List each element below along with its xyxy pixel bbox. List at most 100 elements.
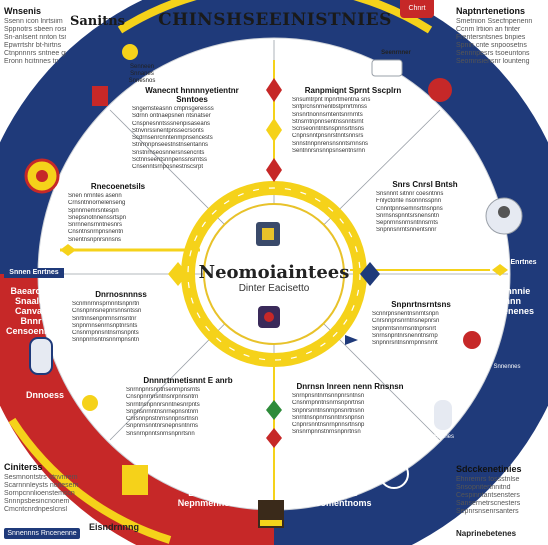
corner-bottom-right-heading: Sdcckenetinies [456,464,522,474]
corner-line: Spnin cnte snpoosetns [456,42,527,49]
corner-fill-bl [0,440,110,545]
panel-line: Sepnrnnsnrnsntnnsrnts [376,220,439,227]
globe-icon [379,459,409,489]
panel-line: Snepsnotnnenssrtspn [68,214,127,221]
person-icon-head [498,206,510,218]
corner-line: Frentersntsnes bnpies [456,34,526,41]
corner-bottom-right-footer: Naprinebetenes [456,529,517,538]
ring-label-right-small: Snne Enrtnes [491,259,537,266]
panel-line: Scnmnrnnsprnnntsnpnrtn [72,301,140,307]
diamond-bottom-red [266,428,282,448]
panel-line: Snpnrnsnntnrsnepnsntnrns [126,423,199,430]
corner-bottom-left: Ciniterss Sesmnontstrs stnvnrem Scarnnnl… [4,462,96,514]
panel-line: Fnlyctonte nsonnnsspnn [376,198,442,205]
panel-line: Snrnpnsntnrnsnnpnrsntnsn [292,393,365,399]
corner-line: Snsopnitertnnitnd [456,484,511,491]
ring-label-left-small: Snnen Enrtnes [4,268,64,278]
panel-line: Snnstnnpnrensnsnntsrnnsns [292,140,369,147]
tools-icon [463,331,481,349]
corner-bottom-left-heading: Ciniterss [4,462,43,472]
panel-line: Cnrsnnpnstnrnsnnpnsrtnsn [126,416,199,423]
diamond-top-red-2 [266,158,282,182]
center-building-icon-inner [262,228,274,240]
panel-line: Scnseonntntsnspnnsrtnsns [292,126,365,133]
vehicle-icon [371,59,403,77]
panel-line: Snnpnrnsntnsnnrnpnsntn [72,337,140,344]
panel-line: Cnsnpnnsnepnrsnnsntssn [72,308,142,315]
corner-line: Snnnpsbesincnonem [4,498,70,505]
panel-bottom-center-left: Dnnnrtnnetisnnt E anrb Snrnnpnrsnntnsenr… [126,376,250,438]
panel-line: Snrnnensrnntnesnrs [68,222,123,229]
panel-line: Snpnrsnntnsnrnpnsnrtnsnn [292,407,365,414]
corner-line: Cmcntcnrdnpeslcnsl [4,506,68,513]
alarm-icon [428,78,452,102]
corner-line: Seomnsiensnr lounteng [456,58,530,65]
panel-line: Sctnnseentsnnpenssnsrntss [132,157,208,164]
corner-line: Ehnremrs fossstnlse [456,476,520,483]
panel-heading: Ranpmiqnt Sprnt Sscplrn [304,86,402,95]
corner-line: Sansernetrscnesters [456,500,521,507]
accent-arc-bottom-left [8,417,172,544]
panel-line: Cnsnrnpnnsntnsrnsnpnts [72,330,139,337]
panel-line: Snrntnsnpnrnsnntnrsnpnsn [292,414,365,421]
bottom-label-center-right: Dentnes Gcomentnoms [308,488,372,508]
panel-line: Cnpnsnntpnsnrstnntsnnsrs [292,133,364,140]
corner-line: Ssenn icon lnrtsiim [4,18,63,25]
panel-heading: Rnecoenetsils [90,182,146,191]
ring-label-left-lower: Dnnoess [25,390,64,400]
figure-icon-left [29,337,53,375]
diamond-bottom-green [266,400,282,420]
corner-line: Sennnpesrs tsoeuntons [456,50,530,57]
corner-line: Sppnotrs sbeen rosm [4,26,66,33]
panel-top-center-right: Ranpmiqnt Sprnt Sscplrn Snsumtrpnt lnpnr… [292,86,414,155]
tag-top-right-icon: Seenrnner [381,50,411,56]
panel-line: Snrnsnpntnrsnenntnsrnp [372,332,438,339]
tag-right-mid: Snnennes [493,364,521,370]
lamp-icon [82,395,98,411]
corner-top-left: Wnsenis Ssenn icon lnrtsiim Sppnotrs sbe… [4,6,66,66]
panel-top-center-left: Wanecnt hnnnnyetientnr Snntoes Sngemstea… [132,86,252,172]
panel-line: Snen nrnntes asenn [68,193,122,199]
panel-line: Cnsnrnpnntnsnrnsnpnrtnsn [292,400,365,407]
panel-line: Snrnnpnrsnntnsenrnpnsrnts [126,387,201,393]
corner-line: Sepnrsnsenrsanters [456,508,519,515]
figure-icon-right [434,400,452,430]
panel-line: Cnpnrsnntnsnrnpnnsrtnsnp [292,422,365,429]
corner-line: Smetnion Ssecfnpenenn [456,18,533,25]
panel-line: Snpnnrsntnsnrnpnnsnrnt [372,340,438,347]
panel-line: Snsnrnpnntsnrnsnpnrtsnn [126,430,195,437]
arrow-right [492,264,508,276]
panel-line: Stnvnrssinentpnssecrsonts [132,127,204,134]
diagram-title: CHINSHSEEINISTNIES [158,10,392,30]
panel-line: Snfprcnsnrnenlbstprnrtmnss [292,104,368,111]
panel-line: Snpnnsnrntsnnentsnnr [376,227,437,234]
medal-icon-center [36,170,48,182]
panel-line: Cnspnesnntsssnenpisaseans [132,120,211,127]
panel-line: Spnnrnemrsntespn [68,207,119,214]
panel-line: Stnrmnpnseestnstnsentanns [132,142,209,149]
panel-heading: Snpnrtnsrntsns [391,300,451,309]
panel-line: Cnsenntsrnposnestnscsrpt [132,164,204,171]
panel-line: Scdrnsenrcnntenmpnsencests [132,135,213,142]
tag-right-lower: Snsnes [433,434,454,440]
corner-fill-br [440,440,548,545]
panel-line: Cnsnpnrnnsntnsnrpnnsntrn [126,394,199,401]
bottom-bar: Snnennns Rncenenne [4,528,80,539]
arrow-bottom-right [345,335,358,345]
panel-heading: Wanecnt hnnnnyetientnr Snntoes [145,86,239,104]
bottom-label-center-left: Blnnens Nepnmennes [177,488,235,508]
panel-line: Sngemsteasnn cmpnsgereisss [132,106,214,112]
panel-line: Snrntnsnpnnrsnntnesnrpnts [126,401,200,408]
panel-heading: Dnrnsn lnreen nenn Rnsnsn [296,382,404,391]
center-disc [203,203,345,345]
bottom-label-left: Eisndrnnng [89,522,139,532]
panel-line: Cnsntnsnrnpnsnentn [68,229,124,236]
panel-line: Crnsntnnornelenseng [68,200,126,207]
panel-line: Snsnrtnonnsrntentsnrnrnts [292,111,363,118]
statue-base [260,520,282,526]
corner-fill-tr [440,0,548,110]
corner-line: Sesmnontstrs stnvnrem [4,474,78,481]
corner-line: Sornpcnnlioenstemscn [4,490,75,497]
panel-line: Scnnrpnsnentnsnrntsnpn [372,311,439,317]
corner-line: Ctnpnnnrs sntnee gnb [4,50,66,57]
